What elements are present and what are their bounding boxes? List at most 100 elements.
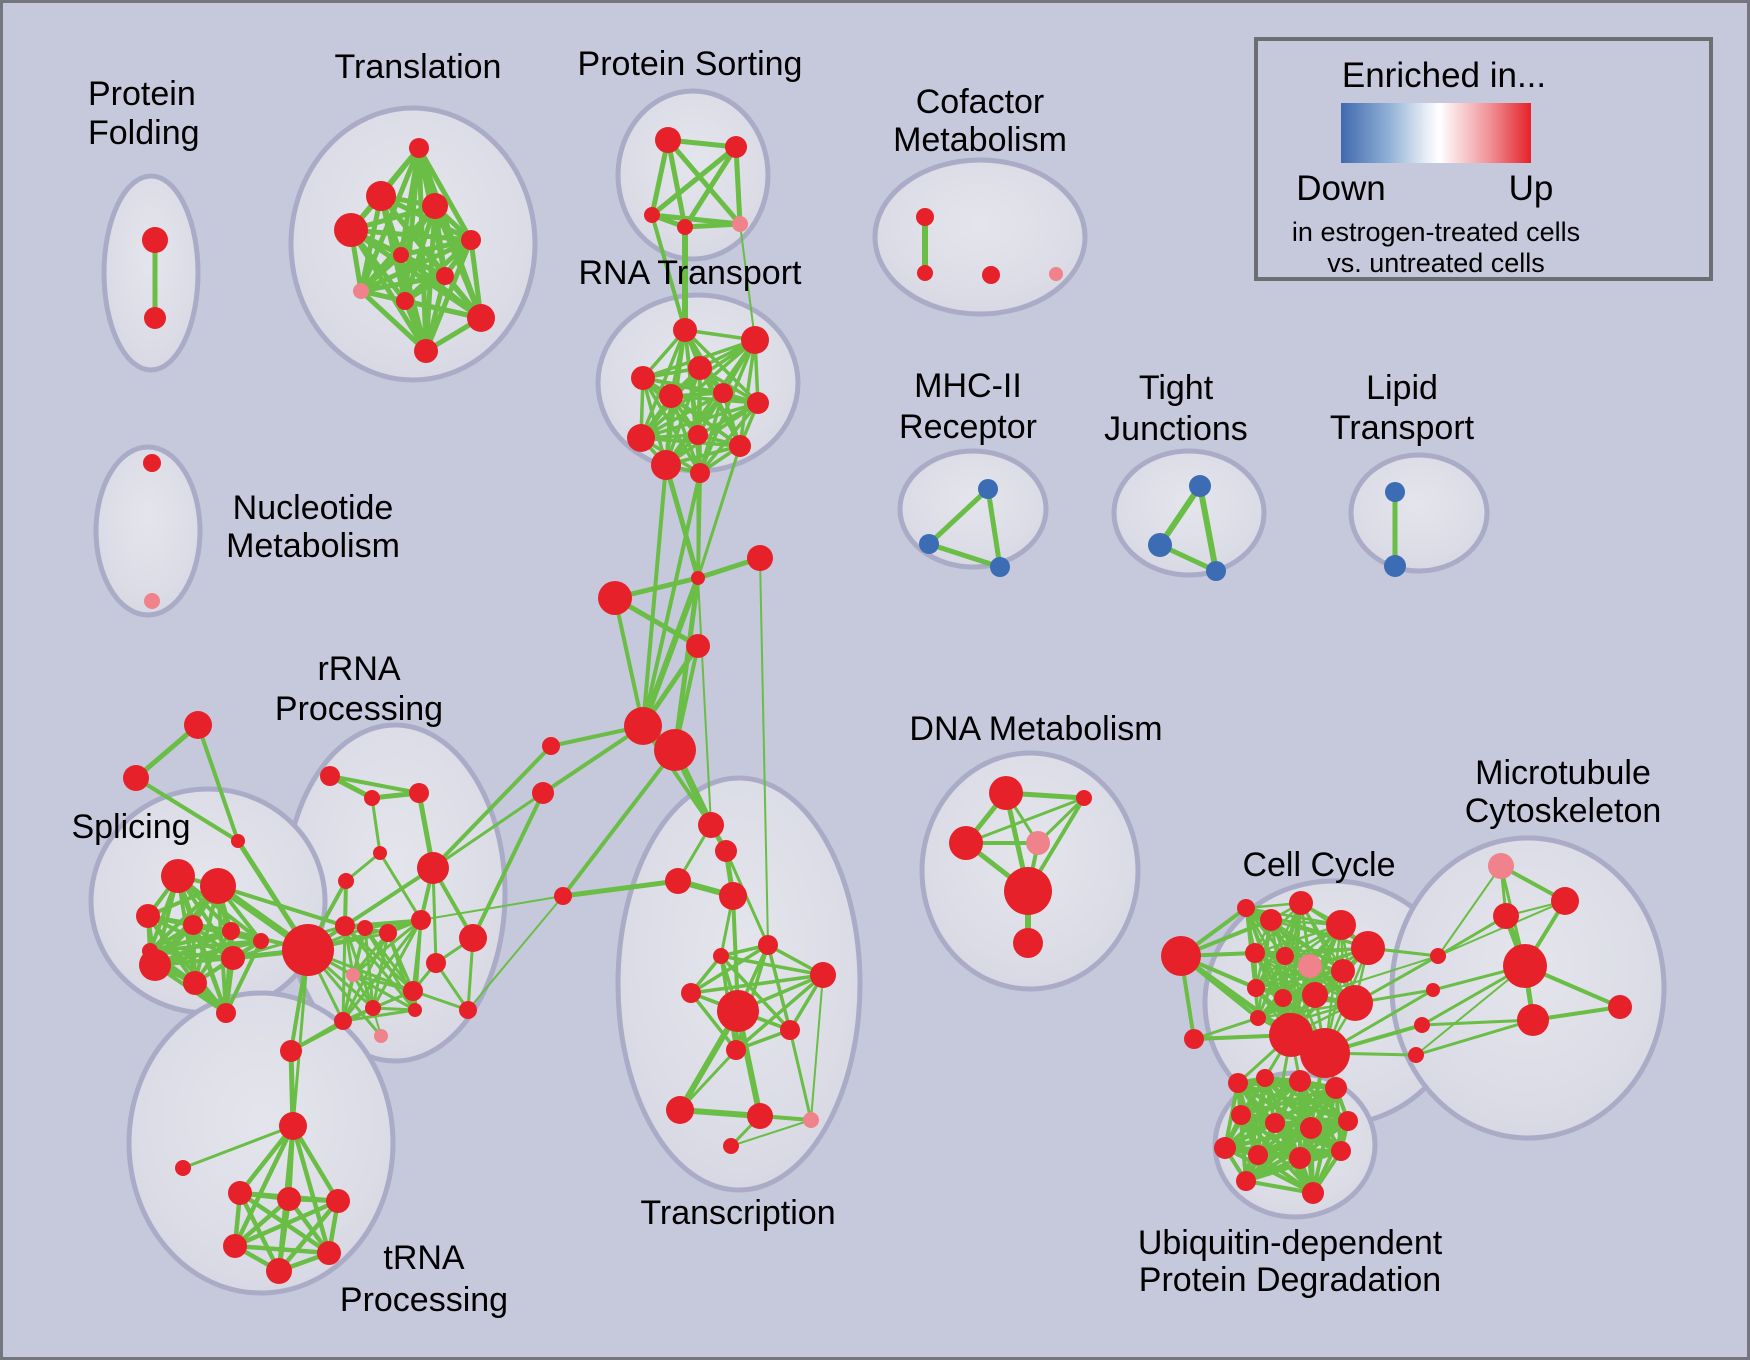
graph-node[interactable] — [644, 207, 660, 223]
graph-node[interactable] — [1004, 867, 1052, 915]
graph-node[interactable] — [1408, 1047, 1424, 1063]
graph-node[interactable] — [747, 1103, 773, 1129]
graph-node[interactable] — [1488, 853, 1514, 879]
graph-node[interactable] — [317, 1241, 341, 1265]
graph-node[interactable] — [949, 826, 983, 860]
graph-node[interactable] — [426, 953, 446, 973]
graph-node[interactable] — [598, 581, 632, 615]
graph-node[interactable] — [747, 545, 773, 571]
graph-node[interactable] — [282, 924, 334, 976]
graph-node[interactable] — [338, 873, 354, 889]
graph-node[interactable] — [982, 266, 1000, 284]
graph-node[interactable] — [1351, 931, 1385, 965]
graph-node[interactable] — [231, 834, 245, 848]
graph-node[interactable] — [175, 1160, 191, 1176]
graph-node[interactable] — [364, 790, 380, 806]
graph-node[interactable] — [1265, 1113, 1285, 1133]
graph-node[interactable] — [417, 852, 449, 884]
graph-node[interactable] — [1228, 1073, 1248, 1093]
graph-node[interactable] — [266, 1258, 292, 1284]
graph-node[interactable] — [803, 1112, 819, 1128]
graph-node[interactable] — [1076, 790, 1092, 806]
graph-node[interactable] — [1214, 1137, 1236, 1159]
graph-node[interactable] — [142, 227, 168, 253]
graph-node[interactable] — [1608, 995, 1632, 1019]
graph-node[interactable] — [374, 1029, 388, 1043]
graph-node[interactable] — [698, 812, 724, 838]
graph-node[interactable] — [326, 1189, 350, 1213]
graph-node[interactable] — [1384, 555, 1406, 577]
graph-node[interactable] — [1385, 482, 1405, 502]
graph-node[interactable] — [144, 593, 160, 609]
graph-node[interactable] — [183, 971, 207, 995]
graph-node[interactable] — [422, 193, 448, 219]
graph-node[interactable] — [221, 946, 245, 970]
graph-node[interactable] — [725, 136, 747, 158]
graph-node[interactable] — [183, 915, 203, 935]
graph-node[interactable] — [136, 904, 160, 928]
graph-node[interactable] — [365, 1000, 381, 1016]
graph-node[interactable] — [1426, 983, 1440, 997]
graph-node[interactable] — [1300, 1117, 1322, 1139]
graph-node[interactable] — [917, 265, 933, 281]
graph-node[interactable] — [357, 920, 373, 936]
graph-node[interactable] — [1326, 910, 1356, 940]
graph-node[interactable] — [1049, 267, 1063, 281]
graph-node[interactable] — [1300, 1028, 1350, 1078]
graph-node[interactable] — [184, 711, 212, 739]
graph-node[interactable] — [409, 138, 429, 158]
graph-node[interactable] — [346, 968, 360, 982]
graph-node[interactable] — [1250, 1010, 1266, 1026]
graph-node[interactable] — [335, 916, 355, 936]
graph-node[interactable] — [532, 782, 554, 804]
graph-node[interactable] — [1302, 1182, 1324, 1204]
graph-node[interactable] — [320, 766, 340, 786]
graph-node[interactable] — [1206, 561, 1226, 581]
graph-node[interactable] — [713, 948, 729, 964]
graph-node[interactable] — [414, 339, 438, 363]
graph-node[interactable] — [989, 776, 1023, 810]
graph-node[interactable] — [379, 924, 397, 942]
graph-node[interactable] — [688, 425, 708, 445]
graph-node[interactable] — [723, 1138, 739, 1154]
graph-node[interactable] — [216, 1003, 236, 1023]
graph-node[interactable] — [659, 384, 683, 408]
graph-node[interactable] — [554, 887, 572, 905]
graph-node[interactable] — [919, 534, 939, 554]
graph-node[interactable] — [690, 463, 710, 483]
graph-node[interactable] — [1430, 948, 1446, 964]
graph-node[interactable] — [393, 247, 409, 263]
graph-node[interactable] — [1247, 979, 1265, 997]
graph-node[interactable] — [1414, 1017, 1430, 1033]
graph-node[interactable] — [461, 230, 481, 250]
graph-node[interactable] — [408, 1003, 422, 1017]
graph-node[interactable] — [1013, 928, 1043, 958]
graph-node[interactable] — [223, 1234, 247, 1258]
graph-node[interactable] — [1231, 1105, 1251, 1125]
graph-node[interactable] — [810, 962, 836, 988]
graph-node[interactable] — [277, 1187, 301, 1211]
graph-node[interactable] — [1551, 887, 1579, 915]
graph-node[interactable] — [1274, 989, 1292, 1007]
graph-node[interactable] — [1503, 944, 1547, 988]
graph-node[interactable] — [366, 181, 396, 211]
graph-node[interactable] — [228, 1181, 252, 1205]
graph-node[interactable] — [1302, 982, 1328, 1008]
graph-node[interactable] — [200, 868, 236, 904]
graph-node[interactable] — [1331, 1141, 1351, 1161]
graph-node[interactable] — [688, 356, 712, 380]
graph-node[interactable] — [253, 933, 269, 949]
graph-node[interactable] — [1517, 1004, 1549, 1036]
graph-node[interactable] — [459, 924, 487, 952]
graph-node[interactable] — [1325, 1077, 1347, 1099]
graph-node[interactable] — [729, 435, 751, 457]
graph-node[interactable] — [334, 1012, 352, 1030]
graph-node[interactable] — [1237, 899, 1255, 917]
graph-node[interactable] — [1289, 1147, 1311, 1169]
graph-node[interactable] — [459, 1001, 477, 1019]
graph-node[interactable] — [143, 454, 161, 472]
graph-node[interactable] — [990, 557, 1010, 577]
graph-node[interactable] — [717, 990, 759, 1032]
graph-node[interactable] — [691, 571, 705, 585]
graph-node[interactable] — [677, 219, 693, 235]
